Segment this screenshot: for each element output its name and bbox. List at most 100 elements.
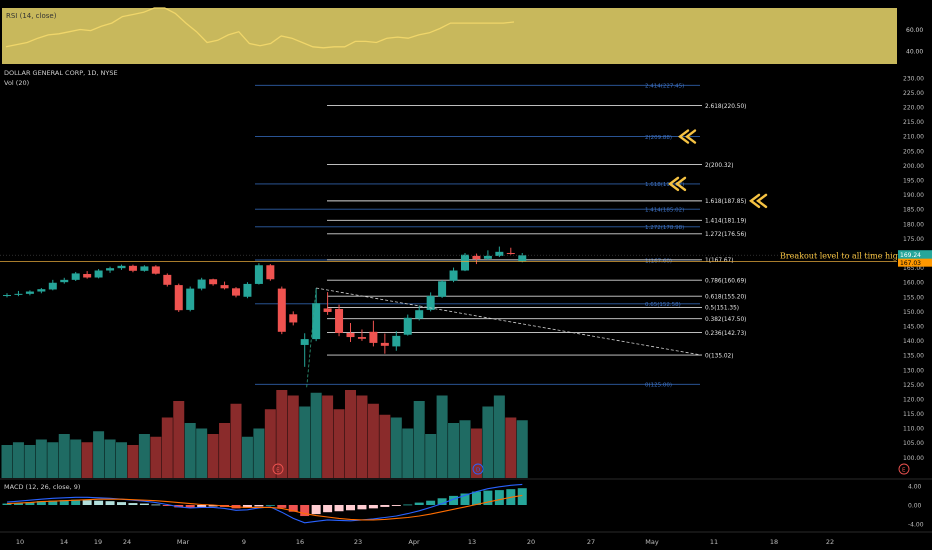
macd-histogram-bar xyxy=(311,505,321,515)
candle-body xyxy=(335,309,344,333)
macd-histogram-bar xyxy=(449,495,459,505)
volume-bar xyxy=(219,423,231,478)
volume-bar xyxy=(93,431,105,478)
fib-label-blue: 1.272(178.98) xyxy=(645,225,684,231)
time-tick-label: 10 xyxy=(16,538,24,546)
volume-bar xyxy=(264,409,276,478)
volume-bar xyxy=(81,442,93,478)
macd-histogram-bar xyxy=(242,505,252,508)
volume-bar xyxy=(241,436,253,478)
signal-line xyxy=(6,494,523,521)
fib-label-white: 0.786(160.69) xyxy=(705,278,746,284)
macd-histogram-bar xyxy=(265,505,275,506)
fib-label-white: 2.618(220.50) xyxy=(705,104,746,110)
volume-bar xyxy=(253,428,265,478)
time-tick-label: 11 xyxy=(710,538,718,546)
level-price-value: 167.03 xyxy=(900,260,921,267)
candle-body xyxy=(300,339,309,345)
candle-body xyxy=(128,265,137,271)
macd-histogram-bar xyxy=(208,505,218,507)
candle-body xyxy=(415,310,424,319)
price-tick-label: 230.00 xyxy=(903,75,924,82)
volume-bar xyxy=(299,406,311,478)
macd-histogram-bar xyxy=(334,505,344,512)
candle-body xyxy=(438,281,447,297)
fib-label-white: 0.5(151.35) xyxy=(705,306,739,312)
price-axis[interactable]: 230.00 225.00 220.00 215.00 210.00 205.00 200.… xyxy=(903,75,924,461)
macd-histogram-bar xyxy=(483,490,493,505)
time-tick-label: 19 xyxy=(94,538,102,546)
last-price-badge xyxy=(898,250,932,260)
volume-bar xyxy=(505,417,517,478)
volume-bar xyxy=(127,445,139,478)
macd-histogram-bar xyxy=(426,500,436,505)
time-tick-label: 27 xyxy=(587,538,595,546)
volume-bar xyxy=(12,442,24,478)
candle-body xyxy=(312,303,321,340)
macd-histogram-bar xyxy=(368,505,378,509)
macd-histogram-bar xyxy=(380,505,390,507)
candle-body xyxy=(94,270,103,278)
volume-bar xyxy=(333,409,345,478)
volume-bar xyxy=(184,423,196,478)
candle-body xyxy=(277,288,286,332)
volume-bar xyxy=(322,395,334,478)
macd-histogram-bar xyxy=(82,500,92,505)
price-tick-label: 220.00 xyxy=(903,105,924,112)
price-tick-label: 155.00 xyxy=(903,294,924,301)
fib-label-white: 1.414(181.19) xyxy=(705,219,746,225)
volume-bar xyxy=(470,428,482,478)
event-marker-icon[interactable] xyxy=(272,463,284,475)
macd-label: MACD (12, 26, close, 9) xyxy=(4,483,80,491)
fib-label-white: 1(167.67) xyxy=(705,258,734,264)
macd-histogram-bar xyxy=(139,503,149,505)
volume-bar xyxy=(138,434,150,478)
event-marker-icon[interactable] xyxy=(898,463,910,475)
event-marker-icon[interactable] xyxy=(472,463,484,475)
time-tick-label: 18 xyxy=(770,538,778,546)
candle-body xyxy=(106,268,115,271)
candle-body xyxy=(60,279,69,283)
macd-histogram-bar xyxy=(59,500,69,505)
candle-body xyxy=(186,288,195,310)
candle-body xyxy=(117,265,126,269)
fib-levels: 2.414(227.45) 2(209.88) 1.618(193.67) 1.414… xyxy=(255,84,746,389)
rsi-tick-label: 40.00 xyxy=(906,49,923,56)
fib-label-white: 0.236(142.73) xyxy=(705,331,746,337)
volume-bar xyxy=(379,414,391,478)
volume-bar xyxy=(104,439,116,478)
time-tick-label: Apr xyxy=(408,538,420,546)
fib-label-blue: 1.414(185.02) xyxy=(645,207,684,213)
price-tick-label: 200.00 xyxy=(903,163,924,170)
price-tick-label: 100.00 xyxy=(903,455,924,462)
candle-body xyxy=(461,254,469,271)
macd-histogram-bar xyxy=(277,505,287,508)
volume-bar xyxy=(1,445,13,478)
price-tick-label: 125.00 xyxy=(903,382,924,389)
macd-histogram-bar xyxy=(128,503,138,505)
volume-bar xyxy=(425,434,437,478)
macd-histogram-bar xyxy=(185,505,195,508)
macd-histogram-bar xyxy=(471,491,481,505)
volume-bar xyxy=(516,420,528,478)
macd-histogram-bar xyxy=(105,501,115,505)
price-tick-label: 205.00 xyxy=(903,148,924,155)
macd-histogram-bar xyxy=(162,505,172,506)
macd-histogram-bar xyxy=(323,505,333,513)
time-axis[interactable]: 10 14 19 24 Mar 9 16 23 Apr 13 20 27 May 11 18 22 xyxy=(0,531,932,546)
price-tick-label: 175.00 xyxy=(903,236,924,243)
macd-histogram-bar xyxy=(357,505,367,510)
candle-body xyxy=(37,289,46,292)
macd-histogram-bar xyxy=(174,505,184,508)
candle-body xyxy=(197,279,206,289)
price-tick-label: 160.00 xyxy=(903,280,924,287)
candle-body xyxy=(346,332,355,338)
event-marker-label: D xyxy=(476,468,480,474)
price-tick-label: 190.00 xyxy=(903,192,924,199)
volume-bar xyxy=(459,420,471,478)
volume-bar xyxy=(196,428,208,478)
candle-body xyxy=(3,295,11,297)
arrow-left-icon xyxy=(668,176,680,192)
candle-body xyxy=(449,270,458,281)
